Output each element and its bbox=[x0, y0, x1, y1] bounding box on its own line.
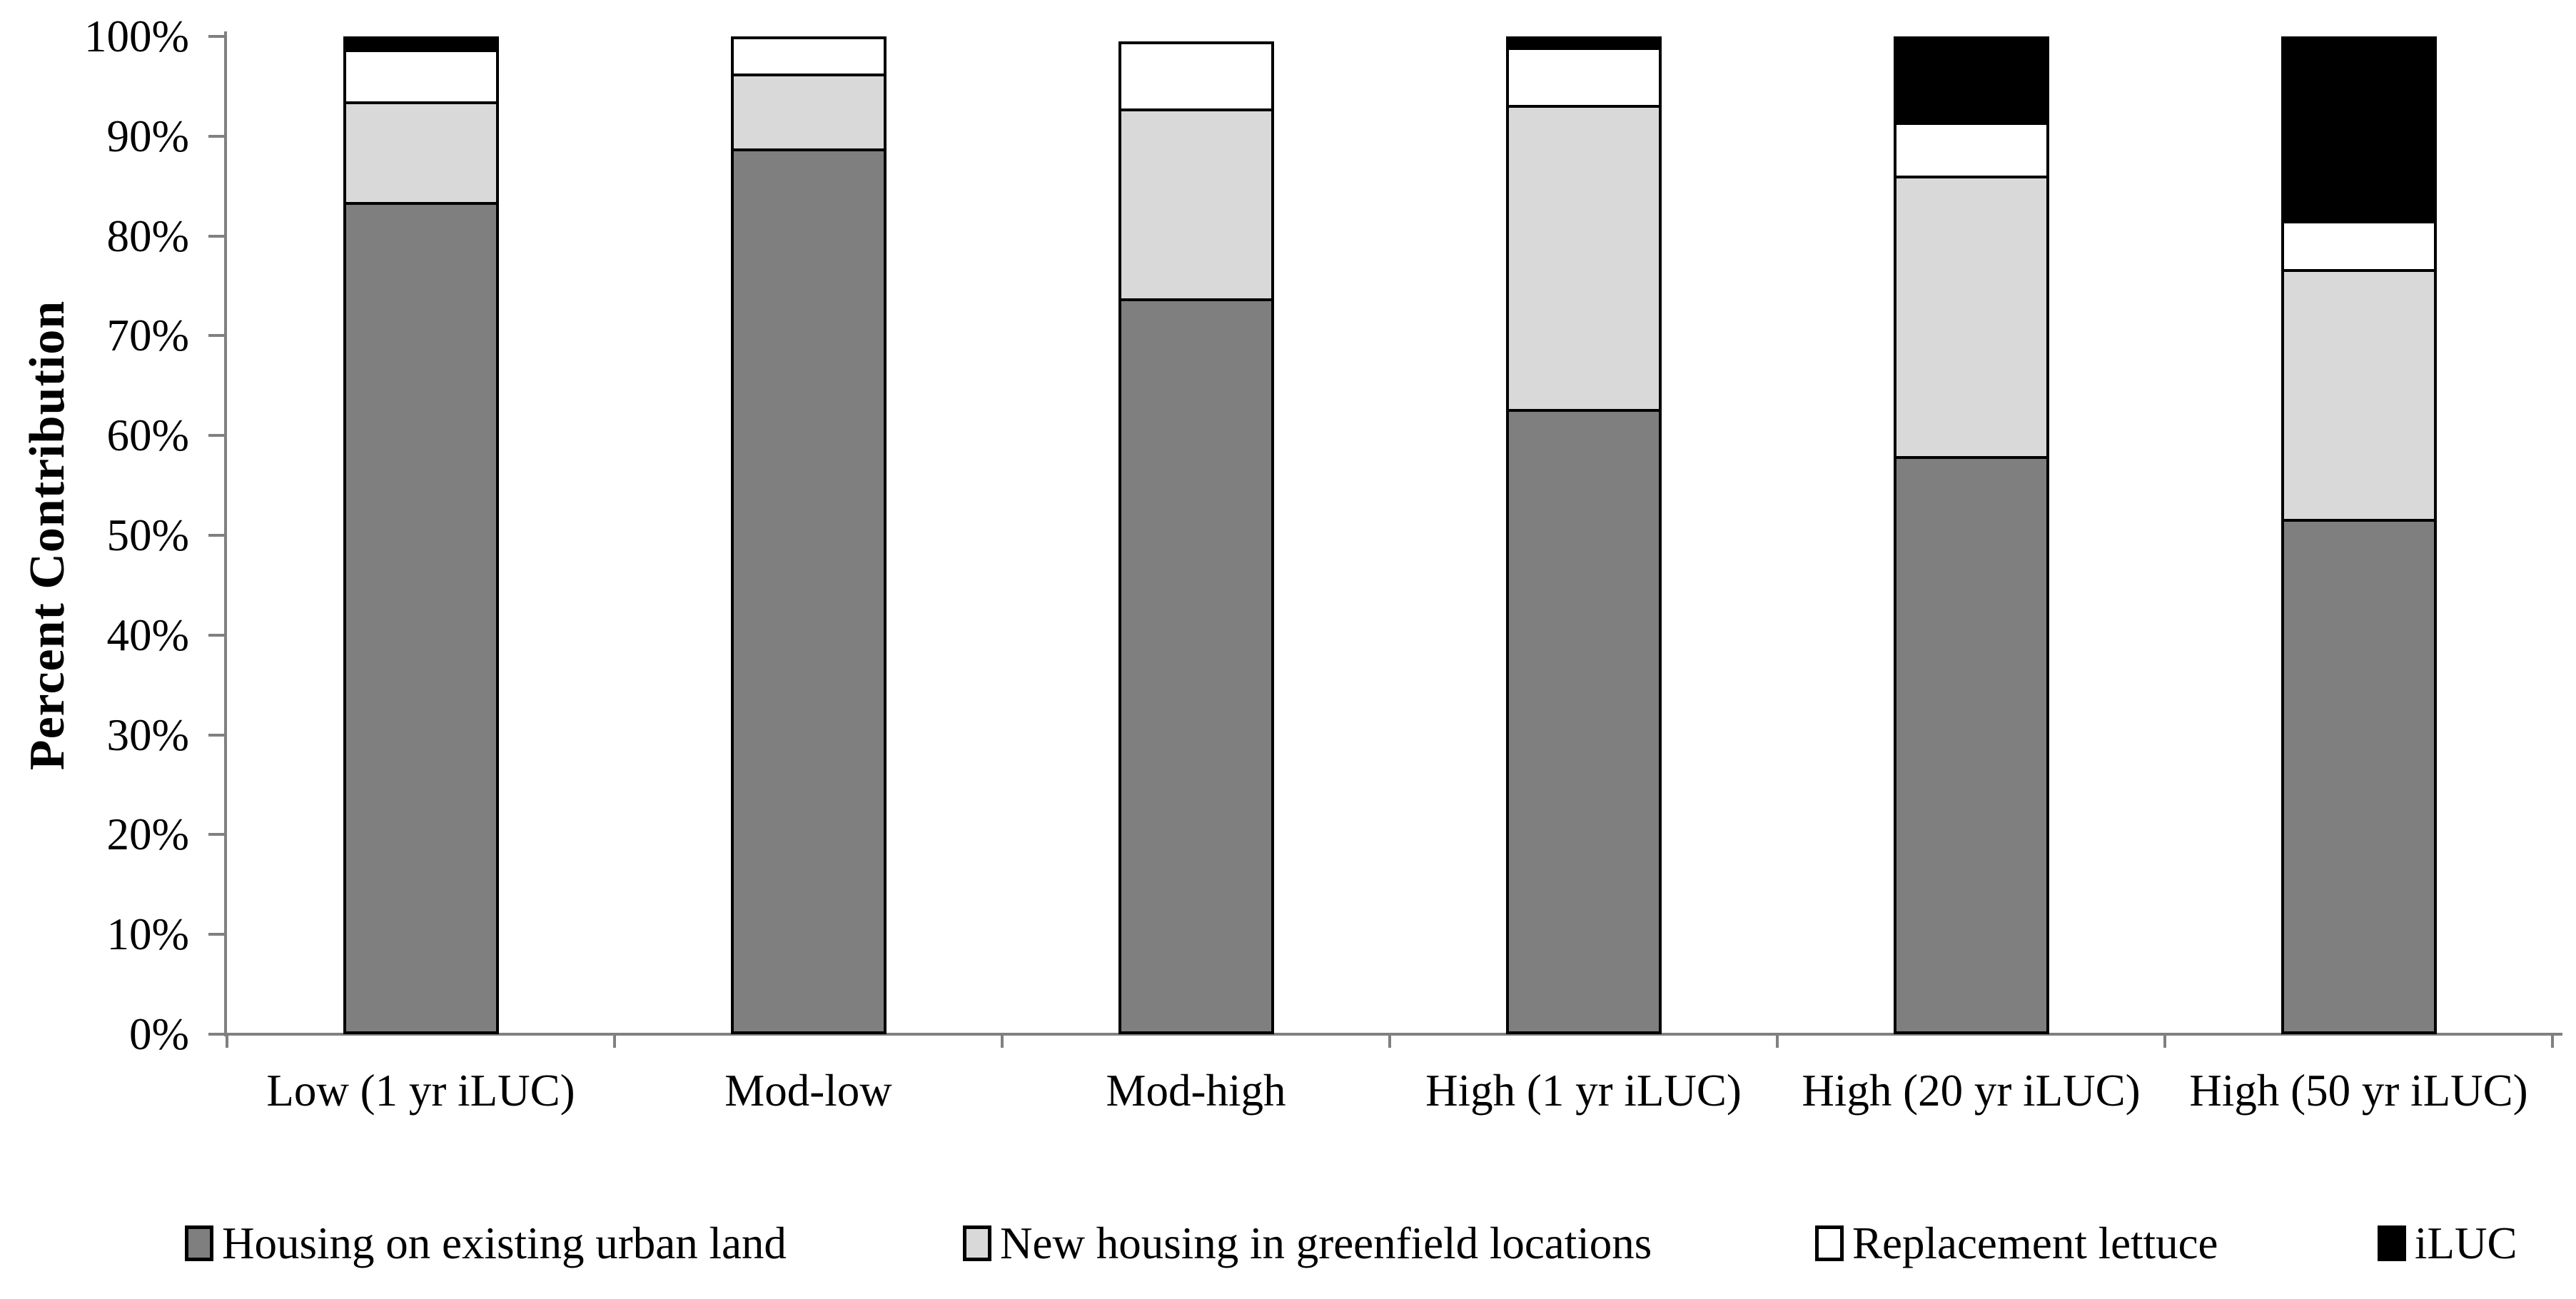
bar-segment bbox=[2283, 519, 2434, 1031]
legend-label: Replacement lettuce bbox=[1852, 1218, 2218, 1268]
legend-item: Housing on existing urban land bbox=[185, 1218, 787, 1269]
bar-4 bbox=[1505, 36, 1662, 1034]
bar-segment bbox=[1121, 44, 1271, 108]
bar-segment bbox=[1508, 105, 1659, 409]
x-axis-line bbox=[208, 1033, 2562, 1036]
bar-segment bbox=[1508, 408, 1659, 1032]
bar-segment bbox=[1508, 47, 1659, 106]
x-tick-mark bbox=[613, 1034, 616, 1048]
y-tick-mark bbox=[208, 334, 227, 338]
x-tick-mark bbox=[226, 1034, 228, 1048]
y-tick-mark bbox=[208, 534, 227, 537]
x-tick-mark bbox=[2163, 1034, 2166, 1048]
bar-segment bbox=[345, 101, 496, 203]
legend-swatch bbox=[1815, 1225, 1844, 1261]
x-axis-label: High (1 yr iLUC) bbox=[1425, 1066, 1742, 1116]
y-tick-label: 10% bbox=[106, 909, 189, 960]
bar-segment bbox=[345, 202, 496, 1031]
bar-6 bbox=[2280, 36, 2437, 1034]
x-tick-mark bbox=[2551, 1034, 2554, 1048]
x-axis-label: Mod-low bbox=[724, 1066, 892, 1116]
legend-item: New housing in greenfield locations bbox=[963, 1218, 1652, 1269]
x-tick-mark bbox=[1001, 1034, 1004, 1048]
bar-2 bbox=[730, 36, 887, 1034]
legend-swatch bbox=[185, 1225, 213, 1261]
y-tick-label: 60% bbox=[106, 410, 189, 461]
bar-segment bbox=[2283, 269, 2434, 520]
x-axis-label: Mod-high bbox=[1106, 1066, 1286, 1116]
bar-segment bbox=[1896, 456, 2046, 1031]
bar-segment bbox=[733, 148, 884, 1032]
y-tick-label: 80% bbox=[106, 211, 189, 261]
bar-segment bbox=[1121, 108, 1271, 299]
bar-segment bbox=[1896, 39, 2046, 122]
y-tick-mark bbox=[208, 633, 227, 637]
bar-segment bbox=[1896, 176, 2046, 456]
bar-segment bbox=[345, 49, 496, 101]
x-tick-mark bbox=[1388, 1034, 1391, 1048]
y-tick-label: 40% bbox=[106, 610, 189, 660]
legend-item: iLUC bbox=[2378, 1218, 2517, 1269]
bar-1 bbox=[343, 36, 499, 1034]
x-tick-mark bbox=[1776, 1034, 1779, 1048]
y-tick-mark bbox=[208, 234, 227, 238]
legend-swatch bbox=[963, 1225, 991, 1261]
x-axis-label: High (20 yr iLUC) bbox=[1802, 1066, 2141, 1116]
legend-label: iLUC bbox=[2415, 1218, 2517, 1268]
y-tick-label: 90% bbox=[106, 111, 189, 161]
legend-label: Housing on existing urban land bbox=[222, 1218, 787, 1268]
x-axis-label: High (50 yr iLUC) bbox=[2189, 1066, 2528, 1116]
x-axis-label: Low (1 yr iLUC) bbox=[266, 1066, 575, 1116]
y-tick-label: 100% bbox=[84, 11, 189, 61]
y-tick-mark bbox=[208, 434, 227, 438]
y-tick-mark bbox=[208, 35, 227, 38]
bar-5 bbox=[1893, 36, 2049, 1034]
y-tick-label: 30% bbox=[106, 709, 189, 760]
y-axis-line bbox=[224, 31, 227, 1036]
y-tick-label: 0% bbox=[129, 1009, 189, 1059]
bar-segment bbox=[1121, 298, 1271, 1031]
legend-item: Replacement lettuce bbox=[1815, 1218, 2218, 1269]
y-tick-label: 70% bbox=[106, 310, 189, 361]
y-tick-label: 50% bbox=[106, 510, 189, 560]
legend-label: New housing in greenfield locations bbox=[1000, 1218, 1652, 1268]
bar-segment bbox=[1896, 121, 2046, 176]
bar-3 bbox=[1118, 41, 1274, 1034]
y-tick-mark bbox=[208, 933, 227, 936]
bar-segment bbox=[733, 39, 884, 74]
bar-segment bbox=[2283, 39, 2434, 221]
bar-segment bbox=[345, 39, 496, 49]
bar-segment bbox=[733, 74, 884, 149]
y-tick-label: 20% bbox=[106, 809, 189, 860]
bar-segment bbox=[1508, 39, 1659, 48]
y-tick-mark bbox=[208, 833, 227, 836]
legend-swatch bbox=[2378, 1225, 2406, 1261]
bar-segment bbox=[2283, 220, 2434, 270]
y-tick-mark bbox=[208, 134, 227, 138]
y-tick-mark bbox=[208, 733, 227, 737]
